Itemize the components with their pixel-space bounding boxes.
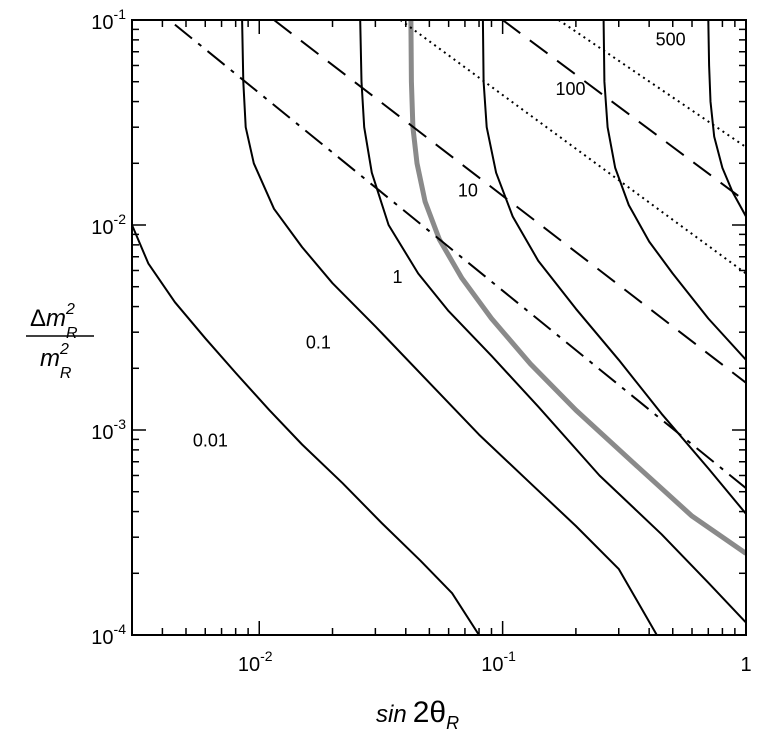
- tick-layer: 10-2 10-1 1 10-4 10-3 10-2 10-1: [91, 6, 751, 676]
- contour-label-layer: 0.01 0.1 1 10 100 500: [193, 30, 686, 451]
- series-line-10-dashed: [502, 20, 746, 203]
- series-line-9-dotted: [399, 20, 746, 275]
- x-axis-title-main: 2θ: [413, 696, 446, 729]
- series-line-0-solid: [132, 224, 480, 635]
- contour-label: 0.01: [193, 431, 228, 451]
- svg-text:m2R: m2 R: [40, 341, 72, 382]
- series-line-7-dashdot: [174, 23, 746, 489]
- y-axis-title-den-m: m: [40, 345, 60, 372]
- y-axis-tick-label: 10-1: [91, 6, 126, 34]
- series-line-6-solid: [408, 20, 746, 556]
- y-axis-tick-label: 10-4: [91, 621, 126, 649]
- x-axis-title-prefix: sin: [376, 701, 407, 728]
- y-axis-title-den-sup: 2: [59, 341, 69, 358]
- x-axis-tick-label: 10-1: [481, 648, 516, 676]
- x-axis-tick-label: 10-2: [238, 648, 273, 676]
- y-axis-title-num-m: m: [46, 305, 66, 332]
- x-axis-tick-label: 1: [740, 654, 751, 676]
- x-axis-title: sin 2θR: [376, 696, 459, 732]
- contour-label: 0.1: [306, 332, 331, 352]
- contour-label: 10: [458, 180, 478, 200]
- series-line-11-dotted: [558, 20, 746, 148]
- series-line-1-solid: [241, 20, 658, 635]
- contour-label: 500: [656, 30, 686, 50]
- series-line-8-dashed: [273, 20, 746, 384]
- y-axis-tick-label: 10-3: [91, 416, 126, 444]
- y-axis-title-delta: Δ: [30, 305, 46, 332]
- x-axis-title-sub: R: [446, 713, 459, 732]
- contour-label: 100: [555, 79, 585, 99]
- y-axis-title-num-sub: R: [66, 325, 78, 342]
- plot-frame: [131, 19, 747, 636]
- series-line-2-solid: [359, 20, 746, 624]
- contour-label: 1: [393, 267, 403, 287]
- y-axis-title: Δm2 R m2 R: [26, 301, 94, 382]
- series-line-4-solid: [602, 20, 746, 361]
- y-axis-title-den-sub: R: [60, 365, 72, 382]
- y-axis-tick-label: 10-2: [91, 211, 126, 239]
- series-layer: [132, 20, 746, 635]
- y-axis-title-num-sup: 2: [65, 301, 75, 318]
- series-line-3-solid: [481, 20, 746, 515]
